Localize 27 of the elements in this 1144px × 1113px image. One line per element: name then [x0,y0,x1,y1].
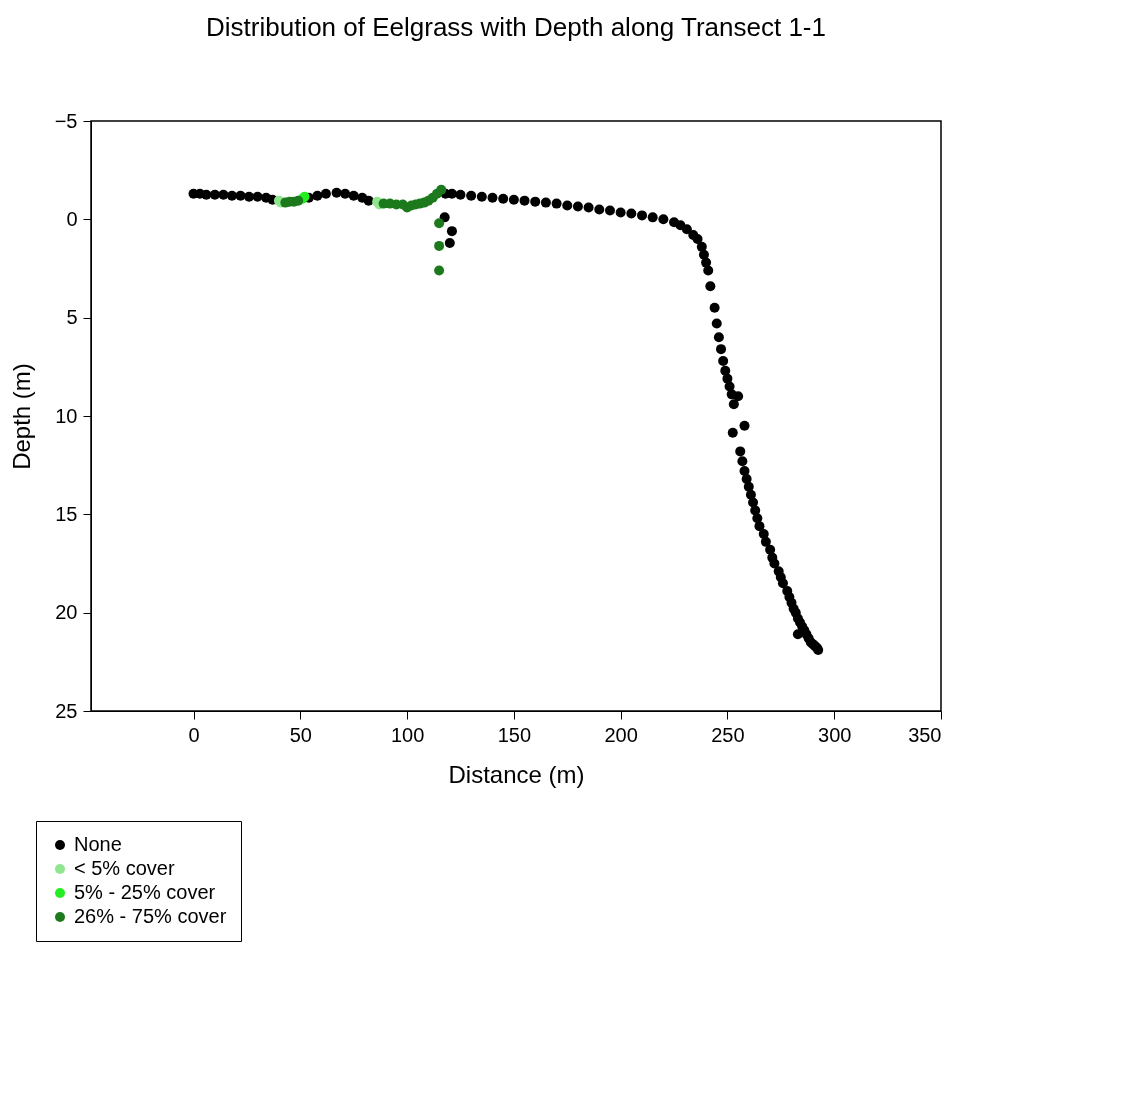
x-tick-label: 50 [289,723,312,746]
chart-title: Distribution of Eelgrass with Depth along Transect 1-1 [206,12,826,42]
y-tick-label: 25 [55,699,78,722]
point [293,195,304,206]
point [434,265,445,276]
legend-label: 5% - 25% cover [74,881,216,903]
x-tick-label: 0 [188,723,200,746]
x-tick-label: 150 [497,723,532,746]
y-axis-title: Depth (m) [7,363,35,470]
y-tick-label: 5 [66,306,78,329]
point [436,184,447,195]
legend-label: None [74,833,122,855]
y-tick-label: 10 [55,404,78,427]
x-axis-title: Distance (m) [448,760,585,788]
y-tick-label: 15 [55,502,78,525]
y-tick-label: 20 [55,601,78,624]
x-tick-label: 350 [908,723,942,746]
y-tick-label: −5 [54,109,78,132]
legend-label: < 5% cover [74,857,175,879]
x-tick-label: 300 [818,723,852,746]
point [434,240,445,251]
x-tick-label: 200 [604,723,638,746]
x-tick-label: 100 [390,723,425,746]
legend-label: 26% - 75% cover [74,905,227,927]
point [434,218,445,229]
x-tick-label: 250 [711,723,745,746]
y-tick-label: 0 [66,207,78,230]
